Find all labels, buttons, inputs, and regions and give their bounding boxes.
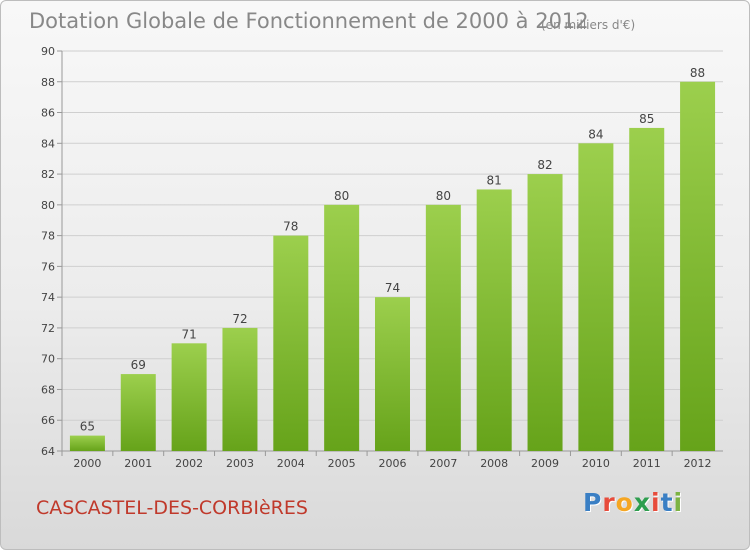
x-tick-label: 2010 [582, 457, 610, 470]
labels: 64 66 68 70 72 74 76 78 80 82 84 86 88 90 65 2000 69 2001… [41, 45, 712, 470]
bar-2005 [324, 204, 360, 451]
y-tick-label: 66 [41, 414, 55, 427]
bar-2002 [171, 343, 207, 451]
x-tick-label: 2001 [124, 457, 152, 470]
data-label: 81 [487, 173, 502, 187]
data-label: 71 [181, 327, 196, 341]
x-tick-label: 2012 [684, 457, 712, 470]
data-label: 80 [436, 189, 451, 203]
logo-letter: P [583, 488, 603, 517]
x-tick-label: 2002 [175, 457, 203, 470]
data-label: 85 [639, 112, 654, 126]
bar-2012 [680, 81, 716, 452]
y-tick-label: 80 [41, 199, 55, 212]
x-tick-label: 2003 [226, 457, 254, 470]
commune-name: CASCASTEL-DES-CORBIèRES [36, 497, 308, 519]
bar-2001 [120, 374, 156, 451]
x-tick-label: 2011 [633, 457, 661, 470]
logo-letter: x [633, 488, 651, 517]
chart-unit-label: (en milliers d'€) [541, 18, 636, 32]
x-tick-label: 2008 [480, 457, 508, 470]
data-label: 78 [283, 220, 298, 234]
bar-2009 [527, 174, 563, 452]
data-label: 74 [385, 281, 400, 295]
y-tick-label: 74 [41, 291, 55, 304]
x-tick-label: 2000 [73, 457, 101, 470]
data-label: 69 [131, 358, 146, 372]
x-tick-label: 2005 [328, 457, 356, 470]
x-tick-label: 2006 [379, 457, 407, 470]
y-tick-label: 76 [41, 260, 55, 273]
y-tick-label: 90 [41, 45, 55, 58]
x-tick-label: 2009 [531, 457, 559, 470]
data-label: 88 [690, 66, 705, 80]
chart-title: Dotation Globale de Fonctionnement de 20… [29, 9, 589, 33]
y-tick-label: 86 [41, 107, 55, 120]
bar-2000 [69, 435, 105, 451]
y-tick-label: 68 [41, 383, 55, 396]
data-label: 84 [588, 127, 603, 141]
logo-letter: i [651, 488, 661, 517]
y-tick-label: 72 [41, 322, 55, 335]
data-label: 82 [537, 158, 552, 172]
y-tick-label: 78 [41, 230, 55, 243]
x-tick-label: 2007 [429, 457, 457, 470]
data-label: 72 [232, 312, 247, 326]
bar-2008 [476, 189, 512, 451]
bar-2004 [273, 235, 309, 451]
bar-2006 [375, 297, 410, 451]
x-tick-label: 2004 [277, 457, 305, 470]
y-tick-label: 82 [41, 168, 55, 181]
bars [69, 81, 716, 452]
y-tick-label: 64 [41, 445, 55, 458]
y-tick-label: 84 [41, 137, 55, 150]
bar-2003 [222, 327, 258, 451]
bar-2011 [629, 127, 665, 451]
bar-2007 [425, 204, 461, 451]
logo-letter: i [673, 488, 684, 517]
logo-letter: o [615, 488, 634, 517]
data-label: 80 [334, 189, 349, 203]
y-tick-label: 70 [41, 353, 55, 366]
logo-letter: t [660, 488, 674, 517]
y-tick-label: 88 [41, 76, 55, 89]
proxiti-logo[interactable]: Proxiti [583, 488, 683, 517]
data-label: 65 [80, 420, 95, 434]
bar-2010 [578, 143, 614, 452]
logo-letter: r [602, 488, 616, 517]
